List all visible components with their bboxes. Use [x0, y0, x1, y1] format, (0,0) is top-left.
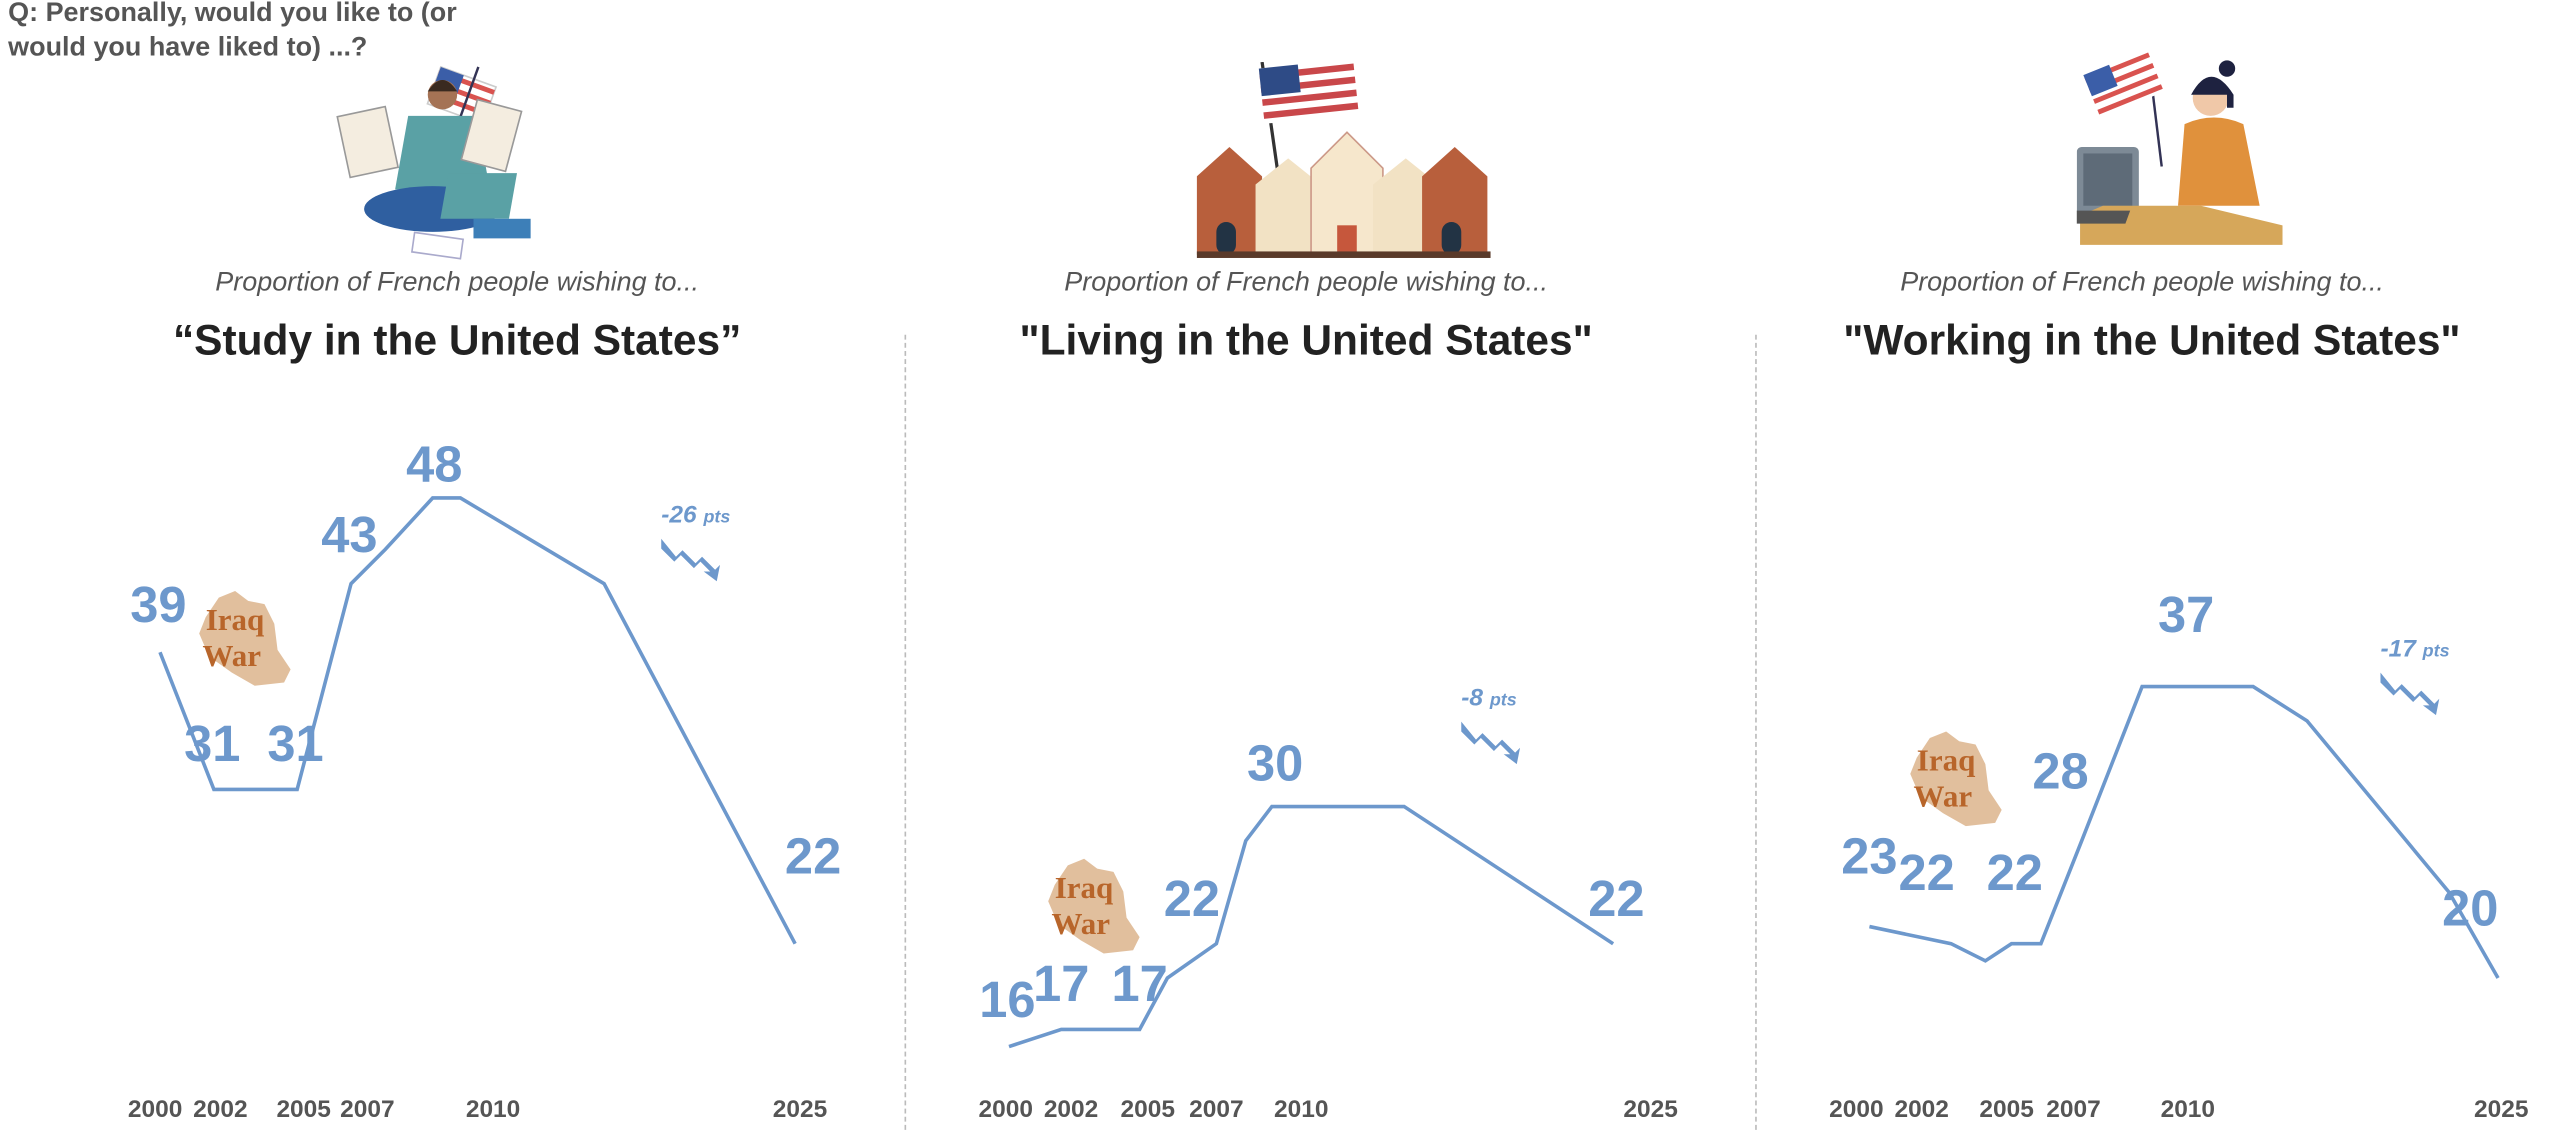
data-label-2008: 48: [406, 436, 462, 493]
x-tick-label: 2010: [2161, 1096, 2215, 1123]
iraq-war-label: Iraq: [1055, 870, 1114, 905]
data-label-2002: 31: [184, 715, 240, 772]
x-tick-label: 2000: [128, 1096, 182, 1123]
change-unit: pts: [2422, 640, 2450, 660]
x-tick-label: 2005: [1979, 1096, 2033, 1123]
change-value: -8: [1461, 684, 1490, 711]
x-tick-label: 2002: [1044, 1096, 1098, 1123]
data-label-2006: 43: [321, 506, 377, 563]
iraq-war-label: War: [1914, 779, 1973, 814]
data-label-2000: 23: [1841, 827, 1897, 884]
iraq-war-label: War: [1051, 906, 1110, 941]
x-tick-label: 2002: [193, 1096, 247, 1123]
iraq-war-label: War: [202, 638, 261, 673]
data-label-2007: 22: [1164, 870, 1220, 927]
change-annotation: -8 pts: [1461, 684, 1517, 711]
x-tick-label: 2002: [1894, 1096, 1948, 1123]
change-annotation: -17 pts: [2380, 635, 2449, 662]
series-line: [1869, 687, 2498, 978]
change-unit: pts: [1489, 689, 1517, 709]
x-tick-label: 2005: [1121, 1096, 1175, 1123]
data-label-2025: 20: [2442, 880, 2498, 937]
downtrend-arrow-icon: [1461, 722, 1520, 764]
x-tick-label: 2025: [1623, 1096, 1677, 1123]
series-line: [160, 498, 795, 944]
data-label-2005: 17: [1111, 955, 1167, 1012]
data-label-2007: 28: [2032, 743, 2088, 800]
downtrend-arrow-icon: [661, 539, 720, 581]
x-tick-label: 2007: [2046, 1096, 2100, 1123]
downtrend-arrow-icon: [2380, 673, 2439, 715]
x-tick-label: 2010: [1274, 1096, 1328, 1123]
data-label-2005: 22: [1987, 844, 2043, 901]
data-label-2002: 17: [1033, 955, 1089, 1012]
change-value: -26: [661, 501, 703, 528]
x-tick-label: 2025: [2474, 1096, 2528, 1123]
x-tick-label: 2007: [340, 1096, 394, 1123]
data-label-2000: 16: [979, 971, 1035, 1028]
iraq-war-label: Iraq: [1917, 743, 1976, 778]
x-tick-label: 2005: [276, 1096, 330, 1123]
data-label-2025: 22: [1588, 870, 1644, 927]
x-tick-label: 2000: [1829, 1096, 1883, 1123]
x-tick-label: 2010: [466, 1096, 520, 1123]
iraq-war-label: Iraq: [206, 602, 265, 637]
x-tick-label: 2007: [1189, 1096, 1243, 1123]
x-tick-label: 2025: [773, 1096, 827, 1123]
data-label-2002: 22: [1898, 844, 1954, 901]
data-label-2009: 30: [1247, 734, 1303, 791]
data-label-2025: 22: [785, 827, 841, 884]
change-value: -17: [2380, 635, 2422, 662]
change-annotation: -26 pts: [661, 501, 730, 528]
data-label-2009: 37: [2158, 586, 2214, 643]
x-tick-label: 2000: [979, 1096, 1033, 1123]
change-unit: pts: [702, 506, 730, 526]
data-label-2005: 31: [267, 715, 323, 772]
data-label-2000: 39: [130, 576, 186, 633]
